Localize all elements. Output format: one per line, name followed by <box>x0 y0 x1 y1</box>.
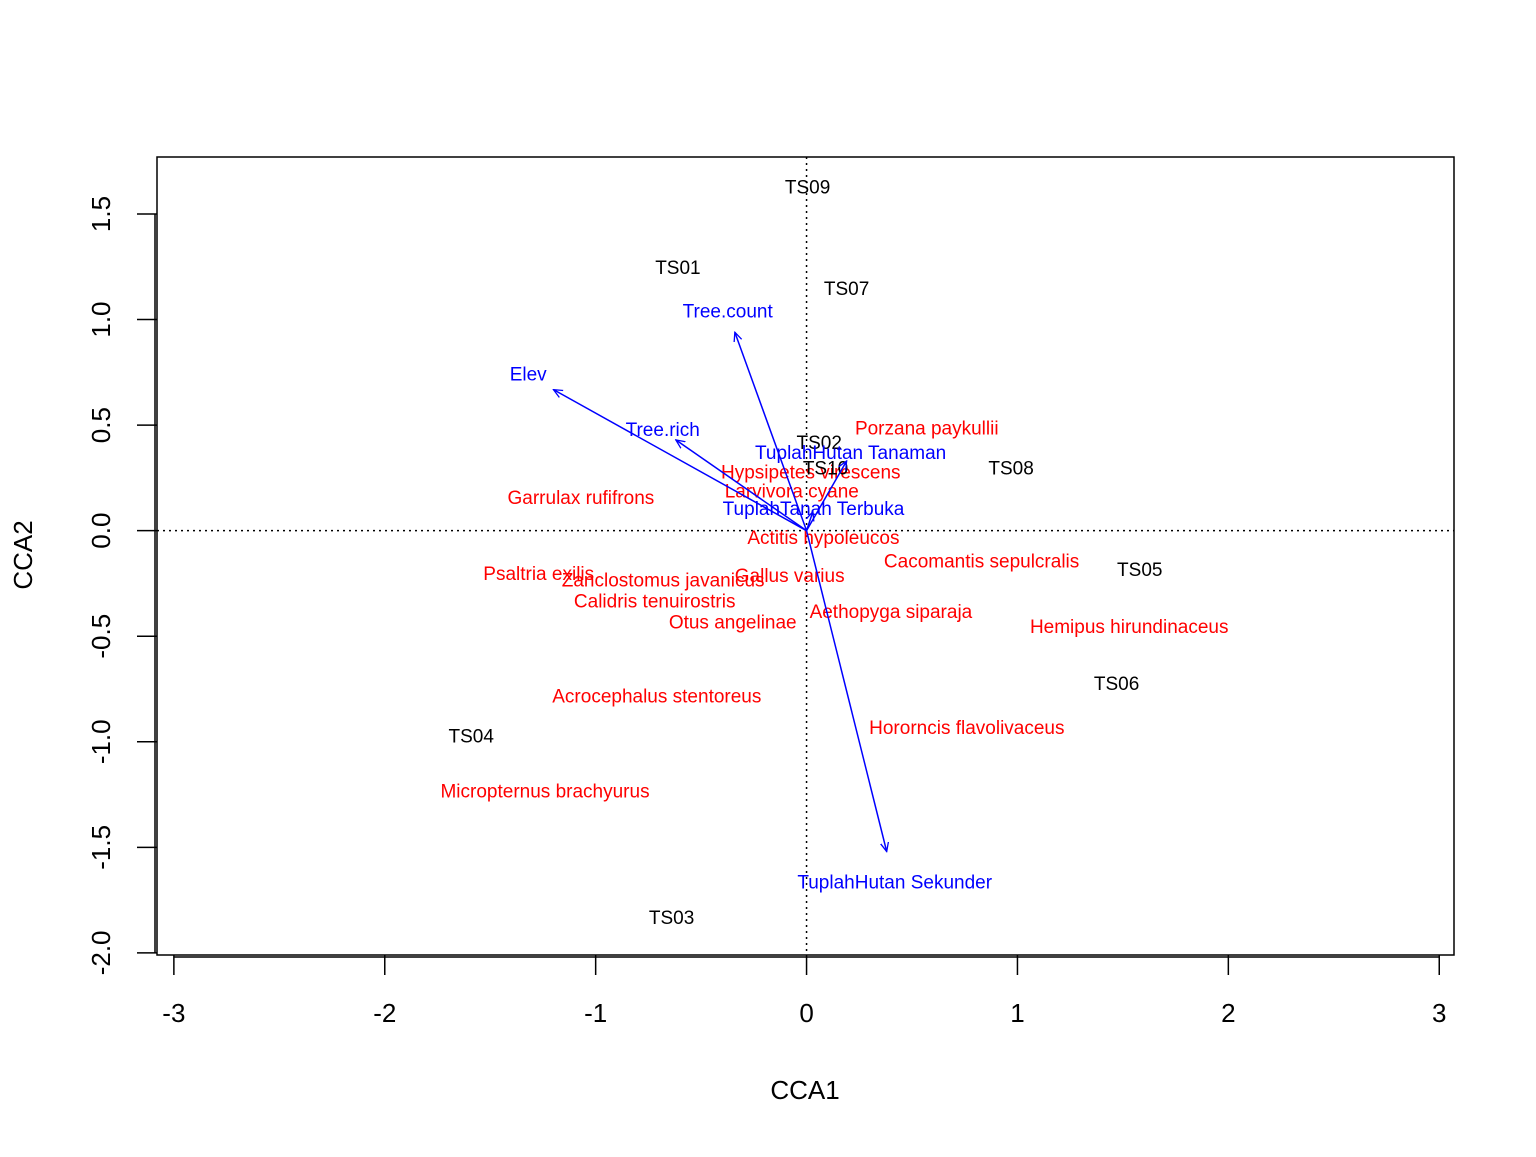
y-tick-label: -0.5 <box>86 614 116 659</box>
y-tick-label: -2.0 <box>86 930 116 975</box>
point-label: Zanclostomus javanicus <box>562 570 765 591</box>
point-label: Garrulax rufifrons <box>508 488 655 509</box>
biplot-arrow <box>553 390 807 532</box>
y-tick-label: -1.0 <box>86 719 116 764</box>
biplot-arrow <box>735 332 808 531</box>
arrow-label: TuplahHutan Tanaman <box>755 443 946 464</box>
point-label: TS10 <box>803 458 848 479</box>
biplot-arrow <box>807 512 813 531</box>
point-label: TS02 <box>796 433 841 454</box>
biplot-arrow <box>676 440 807 532</box>
y-tick-label: 0.0 <box>86 513 116 549</box>
y-tick-label: 1.5 <box>86 196 116 232</box>
point-label: Porzana paykullii <box>855 418 999 439</box>
arrow-label: TuplahTanah Terbuka <box>723 499 905 520</box>
point-label: Hororncis flavolivaceus <box>869 718 1064 739</box>
biplot-arrow <box>805 530 887 852</box>
x-tick-label: 1 <box>1010 998 1024 1028</box>
point-label: TS03 <box>649 908 694 929</box>
x-tick-label: -1 <box>584 998 607 1028</box>
point-label: TS04 <box>449 727 495 748</box>
point-label: Aethopyga siparaja <box>810 602 973 623</box>
arrow-label: Tree.count <box>683 301 774 322</box>
x-tick-label: -2 <box>373 998 396 1028</box>
point-label: TS09 <box>785 178 830 199</box>
x-tick-label: 3 <box>1432 998 1446 1028</box>
y-tick-label: 0.5 <box>86 407 116 443</box>
point-label: TS06 <box>1094 674 1139 695</box>
point-label: TS01 <box>655 258 700 279</box>
point-label: Acrocephalus stentoreus <box>552 686 761 707</box>
point-label: Micropternus brachyurus <box>440 781 649 802</box>
arrow-label: TuplahHutan Sekunder <box>797 873 992 894</box>
x-axis-title: CCA1 <box>770 1075 839 1105</box>
point-label: Otus angelinae <box>669 613 797 634</box>
point-label: Cacomantis sepulcralis <box>884 551 1079 572</box>
point-label: Hemipus hirundinaceus <box>1030 617 1229 638</box>
point-label: TS05 <box>1117 560 1162 581</box>
point-label: TS08 <box>988 458 1033 479</box>
point-label: Hypsipetes virescens <box>721 463 901 484</box>
y-axis-title: CCA2 <box>8 520 38 589</box>
point-label: Gallus varius <box>735 566 845 587</box>
point-label: Calidris tenuirostris <box>574 591 736 612</box>
point-label: Psaltria exilis <box>483 564 594 585</box>
point-label: Actitis hypoleucos <box>747 528 899 549</box>
y-tick-label: -1.5 <box>86 825 116 870</box>
arrow-label: Tree.rich <box>626 420 700 441</box>
plot-box <box>156 156 1455 956</box>
x-tick-label: -3 <box>162 998 185 1028</box>
y-tick-label: 1.0 <box>86 301 116 337</box>
x-tick-label: 2 <box>1221 998 1235 1028</box>
arrow-label: Elev <box>510 365 547 386</box>
point-label: TS07 <box>824 279 869 300</box>
x-tick-label: 0 <box>799 998 813 1028</box>
